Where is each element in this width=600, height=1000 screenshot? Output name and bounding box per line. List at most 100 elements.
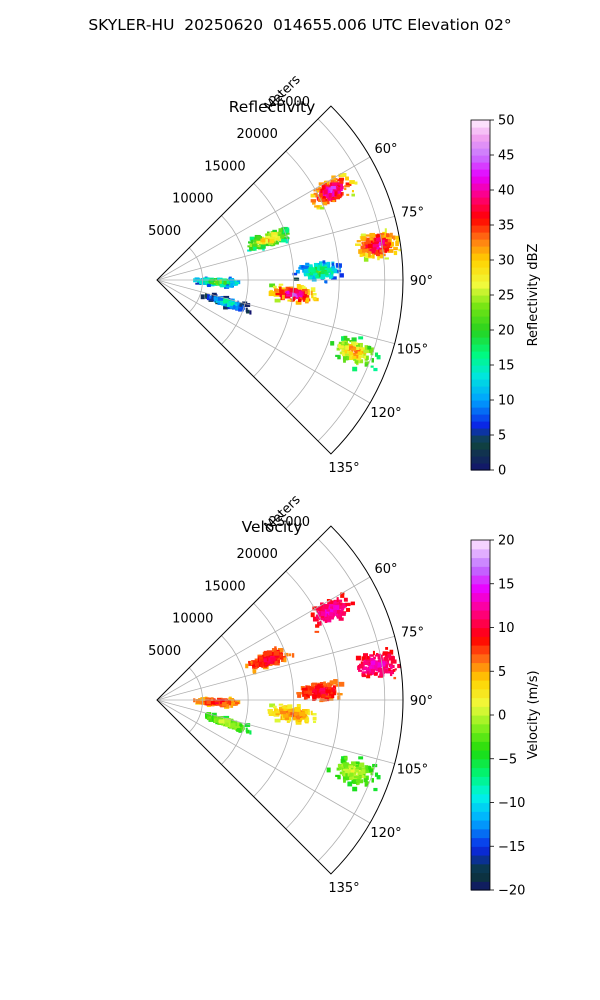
echo-pixel [230,283,237,286]
echo-pixel [206,294,210,298]
echo-pixel [331,191,335,195]
echo-pixel [282,705,286,709]
echo-pixel [355,655,361,661]
echo-pixel [230,703,237,706]
azimuth-gridline [156,279,395,345]
echo-pixel [379,232,385,236]
echo-pixel [319,685,324,688]
echo-pixel [299,290,306,295]
colorbar-segment [471,386,490,394]
echo-pixel [274,646,277,652]
colorbar-segment [471,120,490,128]
echo-pixel [274,718,281,723]
echo-pixel [376,233,381,239]
echo-pixel [351,766,356,770]
echo-pixel [217,277,223,281]
echo-pixel [395,235,401,239]
echo-pixel [283,713,289,718]
echo-pixel [296,691,302,695]
echo-pixel [234,282,240,285]
azimuth-gridline [156,576,371,701]
colorbar-tick-label: 0 [498,464,506,479]
azimuth-tick-label: 60° [374,142,397,157]
echo-pixel [279,708,284,713]
echo-pixel [223,721,227,724]
echo-cell [310,173,358,210]
echo-pixel [269,703,276,708]
echo-pixel [327,687,332,692]
colorbar-segment [471,407,490,415]
echo-pixel [274,658,280,661]
echo-pixel [323,189,328,195]
echo-pixel [349,776,354,780]
echo-pixel [357,771,363,775]
echo-pixel [289,708,295,713]
echo-pixel [234,725,240,730]
echo-pixel [270,236,276,239]
echo-pixel [298,296,303,301]
echo-pixel [385,241,391,245]
echo-pixel [272,229,277,234]
echo-pixel [351,761,357,767]
echo-pixel [338,681,345,687]
echo-pixel [395,241,399,247]
echo-pixel [312,201,316,205]
echo-pixel [377,662,383,668]
echo-pixel [388,667,391,671]
echo-pixel [317,188,323,192]
echo-pixel [312,694,317,700]
echo-pixel [280,227,285,232]
echo-pixel [393,676,397,680]
echo-pixel [335,178,338,181]
echo-pixel [344,349,348,354]
echo-pixel [274,660,280,666]
echo-pixel [203,697,210,702]
echo-pixel [266,233,273,237]
echo-pixel [371,247,377,252]
colorbar-segment [471,428,490,436]
echo-pixel [344,602,351,607]
echo-pixel [210,283,214,287]
echo-pixel [365,244,370,249]
echo-pixel [294,706,300,712]
echo-pixel [238,724,244,730]
echo-pixel [365,667,372,672]
echo-pixel [370,771,374,776]
echo-pixel [311,272,318,276]
echo-pixel [320,271,325,275]
echo-pixel [354,181,358,185]
velocity-panel: 60° 75° 90° 105° 120° 135° 5000 10000 15000 20000… [148,492,433,896]
echo-pixel [387,653,392,658]
echo-pixel [358,336,364,340]
echo-pixel [352,366,358,372]
echo-pixel [274,708,278,714]
radial-tick-label: 5000 [148,644,181,659]
colorbar-segment [471,566,490,576]
echo-pixel [358,249,363,254]
echo-pixel [296,709,302,715]
colorbar-tick-label: 0 [498,709,506,724]
echo-pixel [373,241,379,245]
echo-pixel [318,269,323,274]
echo-pixel [328,195,332,201]
azimuth-tick-label: 75° [401,626,424,641]
echo-pixel [312,296,317,301]
echo-pixel [292,292,298,298]
colorbar-tick-label: 10 [498,394,515,409]
echo-pixel [338,599,343,602]
echo-pixel [370,365,374,368]
echo-pixel [287,704,293,709]
colorbar-tick-label: 20 [498,324,515,339]
echo-pixel [277,648,284,653]
echo-pixel [341,336,344,341]
echo-pixel [258,247,263,250]
echo-pixel [294,289,299,294]
radial-tick-label: 25000 [269,95,310,110]
echo-pixel [234,702,240,705]
echo-pixel [245,727,248,733]
echo-pixel [338,766,342,771]
echo-pixel [209,715,212,719]
echo-pixel [225,703,229,707]
colorbar-segment [471,610,490,620]
echo-pixel [317,684,324,687]
